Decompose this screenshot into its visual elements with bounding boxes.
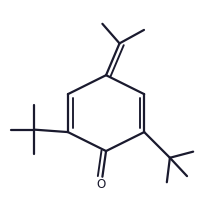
Text: O: O (97, 178, 106, 191)
